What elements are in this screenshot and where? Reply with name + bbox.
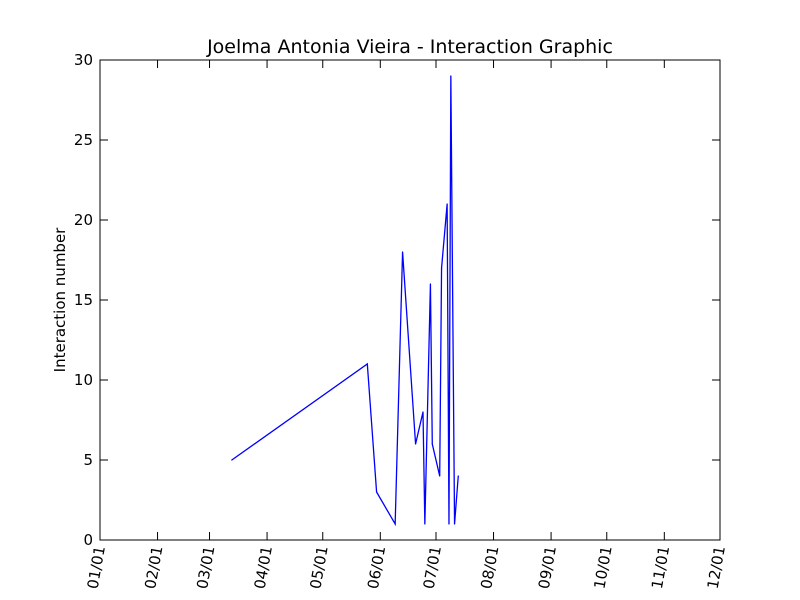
y-tick-label: 10	[74, 371, 93, 389]
data-point	[424, 523, 426, 525]
y-tick-label: 25	[74, 131, 93, 149]
plot-frame	[99, 59, 721, 541]
data-point	[448, 523, 450, 525]
data-point	[446, 203, 448, 205]
series-line-group	[231, 75, 459, 527]
y-tick-label: 30	[74, 51, 93, 69]
y-axis-label: Interaction number	[51, 227, 69, 373]
data-point	[414, 443, 417, 445]
data-point	[429, 283, 432, 285]
y-tick-label: 15	[74, 291, 93, 309]
data-point	[439, 475, 441, 477]
y-tick-label: 20	[74, 211, 93, 229]
data-point	[394, 523, 396, 525]
data-point	[231, 459, 233, 461]
y-tick-label: 0	[83, 531, 93, 549]
data-point	[440, 267, 443, 269]
chart-title: Joelma Antonia Vieira - Interaction Grap…	[206, 36, 613, 58]
data-point	[431, 443, 433, 445]
data-point	[450, 75, 452, 77]
data-point	[375, 491, 378, 493]
data-point	[457, 475, 459, 477]
data-point	[366, 363, 368, 365]
y-tick-label: 5	[83, 451, 93, 469]
data-point	[453, 523, 456, 525]
data-point	[401, 251, 404, 253]
data-point	[422, 411, 424, 413]
